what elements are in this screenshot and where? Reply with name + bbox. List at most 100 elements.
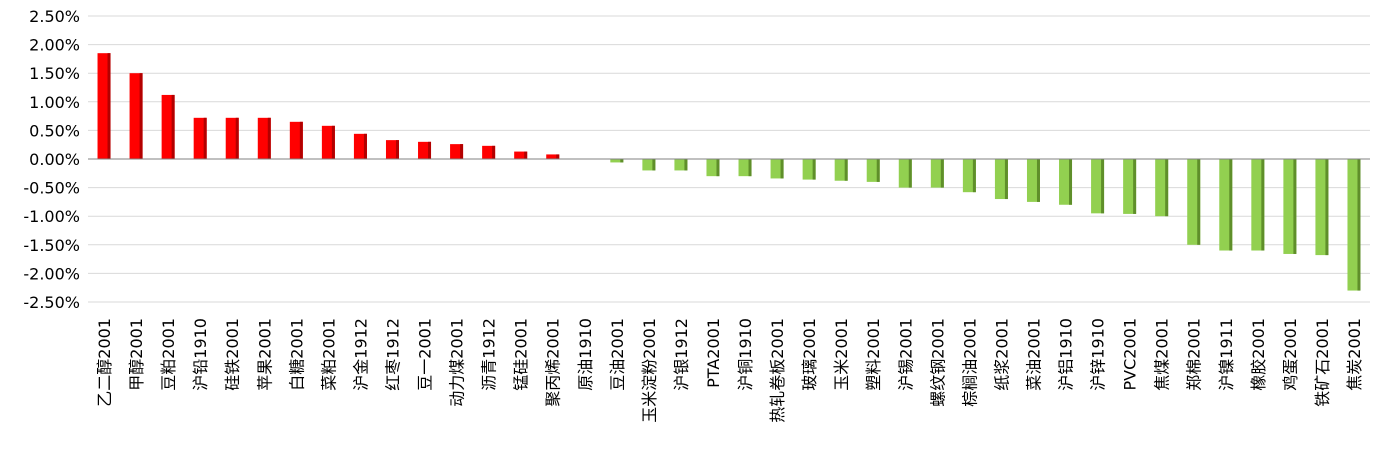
bar-face [994, 159, 1008, 200]
bar-face [866, 159, 880, 182]
y-axis-ticks: 2.50% 2.00% 1.50% 1.00% 0.50% 0.00% -0.50% -1.0… [23, 7, 80, 312]
x-tick-label: 玉米2001 [832, 318, 851, 391]
x-tick-label: 聚丙烯2001 [544, 318, 563, 407]
x-tick-label: 橡胶2001 [1249, 318, 1268, 391]
bar-face [161, 94, 175, 159]
x-tick-label: 红枣1912 [383, 318, 402, 391]
x-tick-label: 沪锡2001 [896, 318, 915, 391]
y-tick-label: 1.00% [29, 93, 80, 112]
bar-face [257, 117, 271, 159]
bar-face [1091, 159, 1105, 214]
y-tick-label: -1.50% [23, 236, 80, 255]
bar-shade [171, 94, 175, 159]
x-tick-label: 豆一2001 [416, 318, 435, 391]
bar-face [1283, 159, 1297, 254]
y-tick-label: -0.50% [23, 179, 80, 198]
bar-shade [395, 140, 399, 159]
bar [482, 145, 496, 159]
x-tick-label: 豆粕2001 [159, 318, 178, 391]
x-tick-label: 锰硅2001 [512, 318, 531, 391]
bar-shade [780, 159, 784, 179]
bar-shade [1261, 159, 1265, 251]
bar-shade [139, 73, 143, 159]
bar-shade [1293, 159, 1297, 254]
bar-face [353, 133, 367, 159]
bar-shade [1101, 159, 1105, 214]
bar [1091, 159, 1105, 214]
x-tick-label: 硅铁2001 [223, 318, 242, 391]
bar-shade [1133, 159, 1137, 214]
bar [97, 53, 111, 159]
bar-face [1026, 159, 1040, 202]
bar-face [1059, 159, 1073, 205]
bar-shade [556, 154, 560, 159]
x-tick-label: 焦炭2001 [1345, 318, 1364, 391]
bar-face [385, 140, 399, 159]
bar-face [1123, 159, 1137, 214]
bar-shade [876, 159, 880, 182]
bar-face [1315, 159, 1329, 256]
bar [129, 73, 143, 159]
bar-shade [524, 151, 528, 159]
bar-shade [1004, 159, 1008, 200]
x-tick-label: 原油1910 [576, 318, 595, 391]
bar-shade [1229, 159, 1233, 251]
bar-shade [235, 117, 239, 159]
bar-face [738, 159, 752, 177]
x-tick-label: 热轧卷板2001 [768, 318, 787, 423]
bar-face [1187, 159, 1201, 245]
bar-face [898, 159, 912, 188]
x-tick-label: 沪铝1910 [1057, 318, 1076, 391]
bar-face [1347, 159, 1361, 291]
x-tick-label: 沪银1912 [672, 318, 691, 391]
bar [1251, 159, 1265, 251]
bar-face [1219, 159, 1233, 251]
bar [289, 121, 303, 159]
x-tick-label: 苹果2001 [255, 318, 274, 391]
y-tick-label: -2.00% [23, 264, 80, 283]
bar-shade [652, 159, 656, 171]
x-tick-label: 乙二醇2001 [95, 318, 114, 407]
bar [385, 140, 399, 159]
bar-face [962, 159, 976, 193]
bar-shade [1036, 159, 1040, 202]
bar-face [129, 73, 143, 159]
bar [1315, 159, 1329, 256]
bar [1155, 159, 1169, 217]
bar [1219, 159, 1233, 251]
y-tick-label: -2.50% [23, 293, 80, 312]
x-tick-label: 塑料2001 [864, 318, 883, 391]
bar-shade [1069, 159, 1073, 205]
bar [930, 159, 944, 188]
bar [962, 159, 976, 193]
bar-shade [684, 159, 688, 171]
bar [1187, 159, 1201, 245]
bar [1347, 159, 1361, 291]
x-tick-label: PTA2001 [704, 318, 723, 388]
bar [1059, 159, 1073, 205]
x-tick-label: 甲醇2001 [127, 318, 146, 391]
x-tick-label: 棕榈油2001 [960, 318, 979, 407]
bar [1123, 159, 1137, 214]
bar [706, 159, 720, 177]
bar [898, 159, 912, 188]
bar [866, 159, 880, 182]
x-tick-label: 铁矿石2001 [1313, 318, 1332, 407]
y-tick-label: 0.00% [29, 150, 80, 169]
x-tick-label: 玉米淀粉2001 [640, 318, 659, 423]
bar-shade [812, 159, 816, 180]
bar-face [930, 159, 944, 188]
x-tick-label: 鸡蛋2001 [1281, 318, 1300, 391]
bar-face [193, 117, 207, 159]
x-tick-label: 菜粕2001 [319, 318, 338, 391]
bar-face [546, 154, 560, 159]
x-tick-label: 玻璃2001 [800, 318, 819, 391]
x-tick-label: 沪金1912 [351, 318, 370, 391]
bar [225, 117, 239, 159]
bars [97, 53, 1361, 291]
bar [770, 159, 784, 179]
bar-shade [908, 159, 912, 188]
bar-shade [1165, 159, 1169, 217]
bar [1026, 159, 1040, 202]
